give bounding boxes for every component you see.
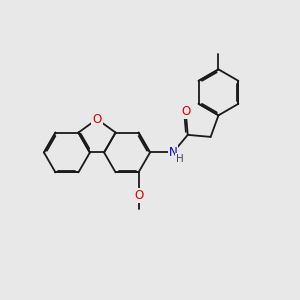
Text: O: O bbox=[92, 112, 102, 126]
Text: O: O bbox=[181, 106, 190, 118]
Text: O: O bbox=[134, 189, 143, 202]
Text: H: H bbox=[176, 154, 183, 164]
Text: N: N bbox=[169, 146, 177, 159]
